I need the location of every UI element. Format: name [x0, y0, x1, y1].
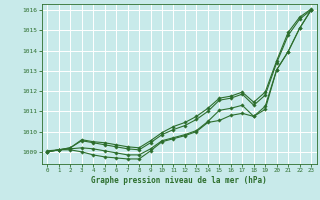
X-axis label: Graphe pression niveau de la mer (hPa): Graphe pression niveau de la mer (hPa): [91, 176, 267, 185]
